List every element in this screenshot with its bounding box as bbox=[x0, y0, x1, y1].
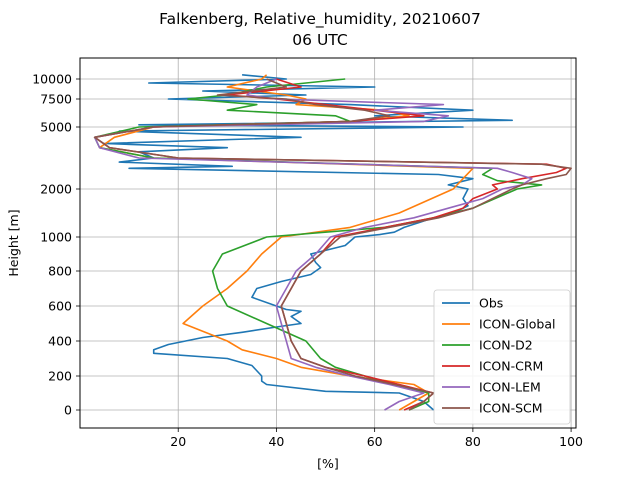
y-tick-label: 0 bbox=[64, 403, 72, 418]
series-line-icon-lem bbox=[93, 78, 533, 411]
x-axis-label: [%] bbox=[317, 456, 339, 471]
y-tick-label: 10000 bbox=[32, 72, 72, 87]
legend-label-icon-crm: ICON-CRM bbox=[479, 359, 543, 374]
legend-label-icon-d2: ICON-D2 bbox=[479, 338, 533, 353]
legend-label-icon-lem: ICON-LEM bbox=[479, 380, 541, 395]
y-tick-label: 2000 bbox=[40, 182, 72, 197]
y-tick-label: 1000 bbox=[40, 230, 72, 245]
x-axis-ticks: 20 40 60 80 100 bbox=[170, 428, 583, 449]
y-axis-ticks: 0 200 400 600 800 1000 2000 5000 7500 10000 bbox=[32, 72, 80, 418]
series-line-icon-d2 bbox=[93, 78, 543, 411]
x-tick-label: 20 bbox=[170, 434, 186, 449]
plot-frame bbox=[79, 57, 577, 429]
series-line-icon-scm bbox=[93, 78, 572, 411]
legend-label-obs: Obs bbox=[479, 296, 503, 311]
chart-subtitle: 06 UTC bbox=[292, 31, 347, 49]
y-tick-label: 400 bbox=[48, 334, 72, 349]
chart-title: Falkenberg, Relative_humidity, 20210607 bbox=[159, 10, 481, 29]
series-lines bbox=[93, 74, 572, 411]
y-tick-label: 7500 bbox=[40, 92, 72, 107]
legend-label-icon-global: ICON-Global bbox=[479, 317, 555, 332]
x-tick-label: 40 bbox=[268, 434, 284, 449]
x-tick-label: 80 bbox=[465, 434, 481, 449]
x-tick-label: 60 bbox=[367, 434, 383, 449]
y-tick-label: 600 bbox=[48, 299, 72, 314]
y-tick-label: 5000 bbox=[40, 120, 72, 135]
grid-lines bbox=[80, 58, 576, 428]
y-axis-label: Height [m] bbox=[6, 209, 21, 276]
legend-label-icon-scm: ICON-SCM bbox=[479, 401, 543, 416]
y-tick-label: 200 bbox=[48, 369, 72, 384]
x-tick-label: 100 bbox=[559, 434, 583, 449]
y-tick-label: 800 bbox=[48, 264, 72, 279]
legend: Obs ICON-Global ICON-D2 ICON-CRM ICON-LEM ICO… bbox=[433, 289, 571, 425]
